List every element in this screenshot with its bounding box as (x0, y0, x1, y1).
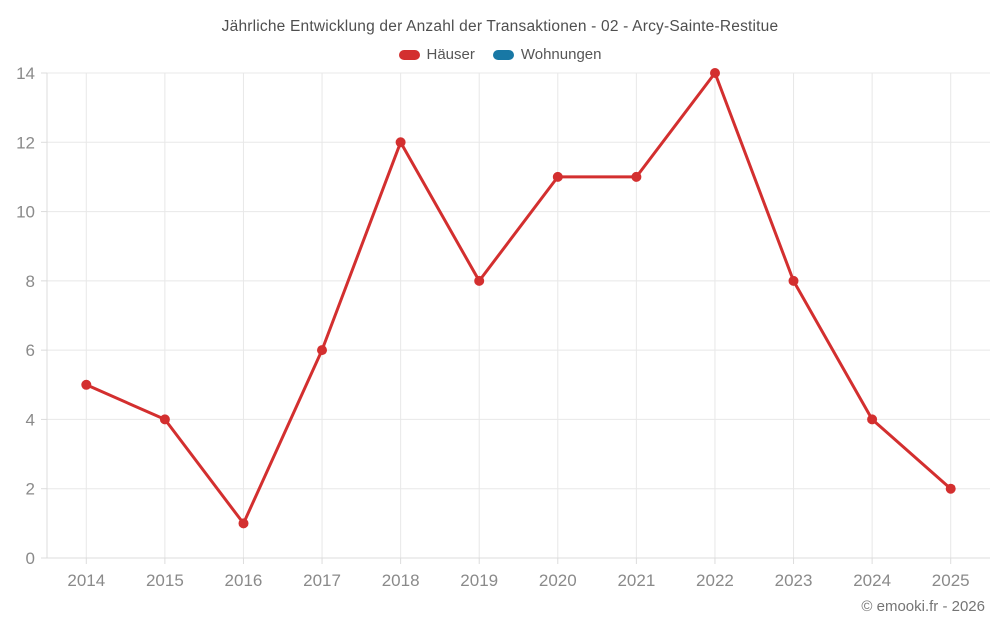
y-axis-tick-label: 4 (26, 410, 35, 429)
x-axis-tick-label: 2014 (67, 571, 105, 590)
y-axis-tick-label: 14 (16, 64, 35, 83)
x-axis-tick-label: 2025 (932, 571, 970, 590)
hauser-series-swatch-icon (398, 49, 420, 60)
series-line-häuser (84, 71, 953, 525)
x-axis-tick-label: 2017 (303, 571, 341, 590)
data-point-häuser-2022[interactable] (710, 68, 720, 78)
y-axis-tick-label: 10 (16, 203, 35, 222)
footer-credit: © emooki.fr - 2026 (861, 598, 985, 615)
legend-item-wohnungen[interactable]: Wohnungen (492, 46, 602, 63)
y-axis-tick-label: 2 (26, 480, 35, 499)
x-axis-tick-label: 2016 (225, 571, 263, 590)
y-axis-tick-label: 8 (26, 272, 35, 291)
data-point-häuser-2019[interactable] (474, 275, 485, 286)
chart-title: Jährliche Entwicklung der Anzahl der Tra… (221, 18, 779, 35)
legend-item-hauser[interactable]: Häuser (398, 46, 475, 63)
x-axis-tick-label: 2022 (696, 571, 734, 590)
y-axis-tick-label: 6 (26, 341, 35, 360)
data-point-häuser-2018[interactable] (395, 137, 406, 148)
y-axis-tick-label: 0 (26, 549, 35, 568)
x-axis-tick-label: 2021 (617, 571, 655, 590)
data-point-häuser-2020[interactable] (552, 171, 563, 182)
data-point-häuser-2017[interactable] (317, 345, 327, 356)
data-point-häuser-2014[interactable] (81, 379, 92, 390)
legend-label-hauser: Häuser (426, 46, 475, 63)
chart-legend: Häuser Wohnungen (0, 46, 1000, 63)
x-axis-tick-label: 2015 (146, 571, 184, 590)
wohnungen-series-swatch-icon (492, 49, 514, 60)
x-axis-tick-label: 2024 (853, 571, 891, 590)
x-axis-tick-label: 2023 (775, 571, 813, 590)
y-axis-tick-label: 12 (16, 133, 35, 152)
data-point-häuser-2024[interactable] (867, 414, 878, 425)
data-point-häuser-2021[interactable] (631, 171, 642, 182)
data-point-häuser-2023[interactable] (788, 275, 799, 286)
data-point-häuser-2015[interactable] (159, 414, 170, 425)
data-point-häuser-2025[interactable] (945, 483, 956, 494)
legend-label-wohnungen: Wohnungen (520, 46, 602, 63)
data-point-häuser-2016[interactable] (238, 518, 249, 529)
x-axis-tick-label: 2020 (539, 571, 577, 590)
x-axis-tick-label: 2018 (382, 571, 420, 590)
x-axis-tick-label: 2019 (460, 571, 498, 590)
